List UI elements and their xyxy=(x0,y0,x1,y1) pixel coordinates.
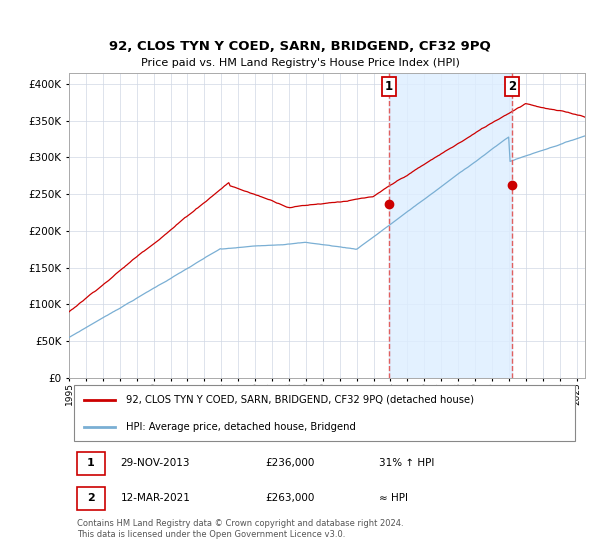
Text: 92, CLOS TYN Y COED, SARN, BRIDGEND, CF32 9PQ (detached house): 92, CLOS TYN Y COED, SARN, BRIDGEND, CF3… xyxy=(126,395,474,405)
Text: 2: 2 xyxy=(87,493,95,503)
Text: £263,000: £263,000 xyxy=(265,493,314,503)
Text: 1: 1 xyxy=(87,459,95,468)
Bar xyxy=(389,73,512,378)
Text: Price paid vs. HM Land Registry's House Price Index (HPI): Price paid vs. HM Land Registry's House … xyxy=(140,58,460,68)
Text: 1: 1 xyxy=(385,80,393,93)
FancyBboxPatch shape xyxy=(77,487,105,510)
Text: Contains HM Land Registry data © Crown copyright and database right 2024.
This d: Contains HM Land Registry data © Crown c… xyxy=(77,520,403,539)
Text: 31% ↑ HPI: 31% ↑ HPI xyxy=(379,459,434,468)
FancyBboxPatch shape xyxy=(74,385,575,441)
Text: HPI: Average price, detached house, Bridgend: HPI: Average price, detached house, Brid… xyxy=(126,422,356,432)
Text: 2: 2 xyxy=(508,80,516,93)
Text: 12-MAR-2021: 12-MAR-2021 xyxy=(121,493,190,503)
FancyBboxPatch shape xyxy=(77,452,105,475)
Text: 29-NOV-2013: 29-NOV-2013 xyxy=(121,459,190,468)
Text: £236,000: £236,000 xyxy=(265,459,314,468)
Text: ≈ HPI: ≈ HPI xyxy=(379,493,407,503)
Text: 92, CLOS TYN Y COED, SARN, BRIDGEND, CF32 9PQ: 92, CLOS TYN Y COED, SARN, BRIDGEND, CF3… xyxy=(109,40,491,53)
